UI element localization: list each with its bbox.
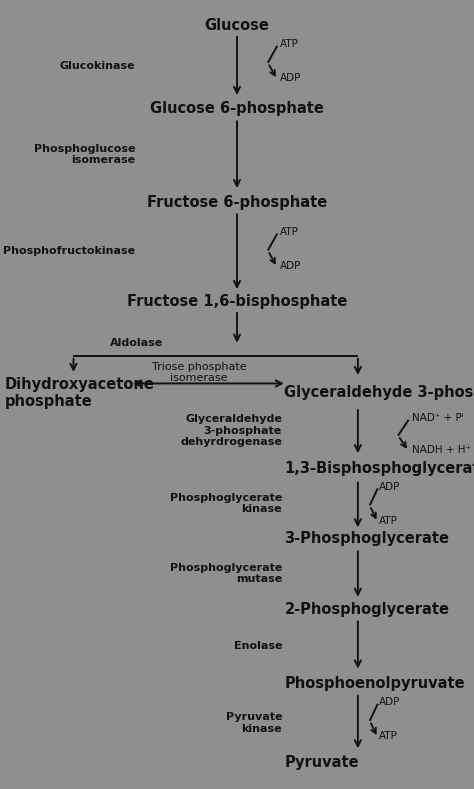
Text: Fructose 6-phosphate: Fructose 6-phosphate [147,195,327,211]
Text: Aldolase: Aldolase [110,338,164,348]
Text: Glyceraldehyde
3-phosphate
dehyrdrogenase: Glyceraldehyde 3-phosphate dehyrdrogenas… [180,414,282,447]
Text: 2-Phosphoglycerate: 2-Phosphoglycerate [284,601,449,617]
Text: ATP: ATP [379,516,398,525]
Text: Enolase: Enolase [234,641,282,651]
Text: Dihydroxyacetone
phosphate: Dihydroxyacetone phosphate [5,376,155,409]
Text: Pyruvate: Pyruvate [284,755,359,771]
Text: ATP: ATP [280,39,299,49]
Text: ADP: ADP [379,482,401,492]
Text: ADP: ADP [280,261,301,271]
Text: ATP: ATP [280,227,299,237]
Text: Glucokinase: Glucokinase [59,62,135,71]
Text: ADP: ADP [280,73,301,83]
Text: ADP: ADP [379,697,401,707]
Text: Triose phosphate
isomerase: Triose phosphate isomerase [152,361,246,383]
Text: Phosphoglycerate
mutase: Phosphoglycerate mutase [170,563,282,585]
Text: Fructose 1,6-bisphosphate: Fructose 1,6-bisphosphate [127,294,347,309]
Text: Phosphoglycerate
kinase: Phosphoglycerate kinase [170,492,282,514]
Text: 3-Phosphoglycerate: 3-Phosphoglycerate [284,531,449,547]
Text: NADH + H⁺: NADH + H⁺ [412,445,471,454]
Text: Glucose 6-phosphate: Glucose 6-phosphate [150,101,324,117]
Text: Pyruvate
kinase: Pyruvate kinase [226,712,282,734]
Text: 1,3-Bisphosphoglycerate: 1,3-Bisphosphoglycerate [284,461,474,477]
Text: Phosphoenolpyruvate: Phosphoenolpyruvate [284,675,465,691]
Text: Glyceraldehyde 3-phosphate: Glyceraldehyde 3-phosphate [284,385,474,401]
Text: ATP: ATP [379,731,398,741]
Text: Phosphoglucose
isomerase: Phosphoglucose isomerase [34,144,135,166]
Text: Glucose: Glucose [205,17,269,33]
Text: NAD⁺ + Pᴵ: NAD⁺ + Pᴵ [412,413,464,423]
Text: Phosphofructokinase: Phosphofructokinase [3,246,135,256]
